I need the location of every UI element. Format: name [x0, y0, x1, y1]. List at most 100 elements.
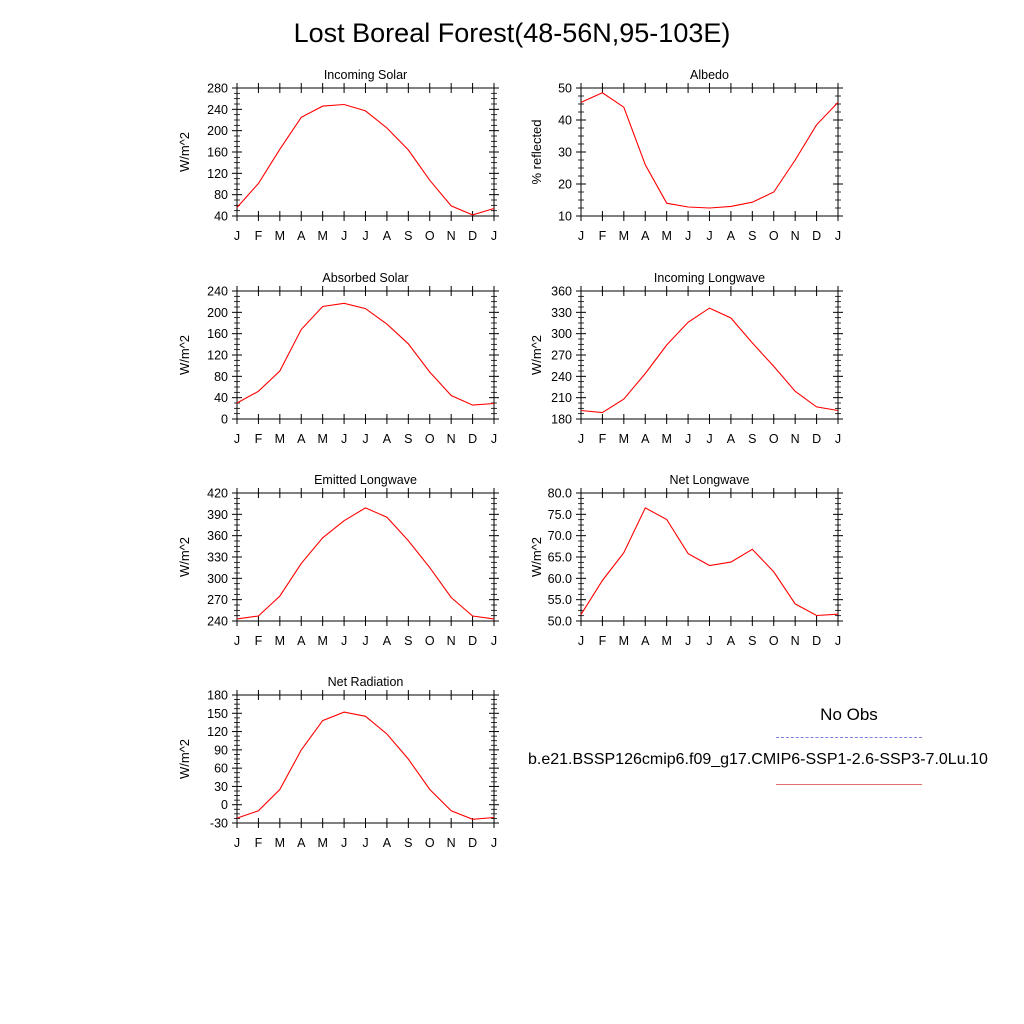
x-tick-label: J	[685, 229, 691, 243]
x-tick-label: J	[234, 229, 240, 243]
y-tick-label: 330	[551, 306, 572, 320]
y-tick-label: 330	[207, 551, 228, 565]
chart-title: Net Radiation	[328, 675, 404, 689]
x-tick-label: J	[491, 432, 497, 446]
y-tick-label: 40	[214, 391, 228, 405]
series-line	[236, 103, 495, 216]
y-tick-label: 210	[551, 391, 572, 405]
x-tick-label: F	[255, 432, 263, 446]
x-tick-label: A	[297, 634, 306, 648]
series-line	[580, 307, 839, 414]
x-tick-label: M	[317, 634, 327, 648]
x-tick-label: N	[447, 432, 456, 446]
x-tick-label: J	[234, 634, 240, 648]
x-tick-label: D	[468, 229, 477, 243]
x-tick-label: D	[812, 432, 821, 446]
y-tick-label: 300	[551, 327, 572, 341]
y-tick-label: 60.0	[548, 572, 572, 586]
chart-panel: Incoming Solar 40 80 120 160 200 240 280 W/m^2 J F…	[177, 68, 499, 243]
y-tick-label: 120	[207, 725, 228, 739]
x-tick-label: J	[578, 432, 584, 446]
x-tick-label: F	[255, 229, 263, 243]
y-tick-label: 180	[207, 689, 228, 703]
x-tick-label: D	[468, 432, 477, 446]
x-tick-label: M	[317, 432, 327, 446]
y-tick-label: 20	[558, 178, 572, 192]
legend-model-label: b.e21.BSSP126cmip6.f09_g17.CMIP6-SSP1-2.…	[528, 751, 988, 768]
x-tick-label: J	[341, 634, 347, 648]
chart-title: Incoming Longwave	[654, 271, 765, 285]
x-tick-label: M	[619, 634, 629, 648]
y-tick-label: 180	[551, 413, 572, 427]
y-axis-label: W/m^2	[177, 739, 192, 779]
y-tick-label: 240	[207, 103, 228, 117]
x-tick-label: D	[468, 634, 477, 648]
x-tick-label: J	[835, 229, 841, 243]
x-tick-label: J	[491, 836, 497, 850]
x-tick-label: O	[769, 229, 779, 243]
x-tick-label: A	[727, 634, 736, 648]
y-tick-label: 30	[214, 780, 228, 794]
x-tick-label: N	[447, 634, 456, 648]
y-tick-label: 240	[207, 615, 228, 629]
x-tick-label: A	[297, 229, 306, 243]
y-tick-label: 120	[207, 167, 228, 181]
y-tick-label: 0	[221, 798, 228, 812]
y-tick-label: 280	[207, 82, 228, 96]
chart-title: Incoming Solar	[324, 68, 407, 82]
x-tick-label: J	[341, 432, 347, 446]
y-axis-label: % reflected	[529, 119, 544, 184]
x-tick-label: A	[383, 432, 392, 446]
y-axis-label: W/m^2	[529, 335, 544, 375]
x-tick-label: O	[425, 836, 435, 850]
x-tick-label: M	[619, 229, 629, 243]
x-tick-label: J	[491, 634, 497, 648]
x-tick-label: J	[706, 634, 712, 648]
x-tick-label: O	[425, 229, 435, 243]
x-tick-label: S	[748, 432, 756, 446]
x-tick-label: D	[812, 634, 821, 648]
x-tick-label: D	[468, 836, 477, 850]
x-tick-label: F	[599, 432, 607, 446]
x-tick-label: A	[383, 229, 392, 243]
x-tick-label: M	[275, 836, 285, 850]
x-tick-label: A	[727, 432, 736, 446]
x-tick-label: J	[491, 229, 497, 243]
y-tick-label: 80	[214, 188, 228, 202]
x-tick-label: N	[447, 229, 456, 243]
x-tick-label: M	[661, 432, 671, 446]
x-tick-label: J	[362, 634, 368, 648]
y-tick-label: 75.0	[548, 508, 572, 522]
x-tick-label: J	[685, 634, 691, 648]
x-tick-label: A	[383, 634, 392, 648]
y-tick-label: 40	[214, 210, 228, 224]
y-tick-label: 70.0	[548, 529, 572, 543]
x-tick-label: S	[748, 229, 756, 243]
x-tick-label: D	[812, 229, 821, 243]
x-tick-label: J	[578, 634, 584, 648]
y-tick-label: 270	[207, 593, 228, 607]
page-title: Lost Boreal Forest(48-56N,95-103E)	[293, 18, 731, 48]
x-tick-label: J	[685, 432, 691, 446]
series-line	[236, 711, 495, 820]
x-tick-label: J	[835, 634, 841, 648]
y-tick-label: -30	[210, 817, 228, 831]
x-tick-label: J	[341, 836, 347, 850]
y-tick-label: 60	[214, 762, 228, 776]
y-tick-label: 160	[207, 146, 228, 160]
series-line	[580, 92, 839, 209]
x-tick-label: S	[404, 836, 412, 850]
x-tick-label: F	[255, 836, 263, 850]
x-tick-label: N	[791, 432, 800, 446]
legend-obs-label: No Obs	[820, 705, 878, 724]
y-axis-label: W/m^2	[177, 537, 192, 577]
y-tick-label: 90	[214, 743, 228, 757]
x-tick-label: S	[748, 634, 756, 648]
y-axis-label: W/m^2	[529, 537, 544, 577]
chart-title: Emitted Longwave	[314, 473, 417, 487]
y-tick-label: 10	[558, 210, 572, 224]
